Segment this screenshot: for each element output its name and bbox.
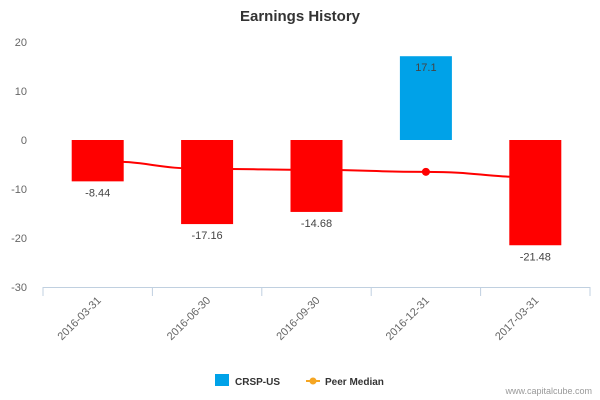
data-labels-group: -8.44 -17.16 -14.68 17.1 -21.48: [85, 62, 551, 263]
bar-2016-09-30: [290, 140, 343, 212]
data-label-2016-09-30: -14.68: [301, 218, 332, 230]
credit-text: www.capitalcube.com: [504, 386, 592, 396]
legend-peer-median-marker: [309, 377, 317, 385]
x-tick-label: 2016-06-30: [165, 295, 213, 343]
bar-2016-12-31: [399, 56, 452, 140]
y-tick-label: 0: [21, 135, 27, 147]
bar-2017-03-31: [509, 140, 562, 246]
legend-crsp-us-swatch: [215, 374, 229, 386]
y-tick-label: -10: [11, 184, 27, 196]
data-label-2016-06-30: -17.16: [191, 230, 222, 242]
y-tick-label: 20: [15, 37, 27, 49]
peer-median-point: [421, 167, 430, 176]
peer-median-line-group: [97, 160, 536, 179]
y-tick-label: 10: [15, 86, 27, 98]
data-label-2017-03-31: -21.48: [520, 251, 551, 263]
bar-2016-06-30: [181, 140, 234, 225]
data-label-2016-03-31: -8.44: [85, 187, 110, 199]
legend: CRSP-US Peer Median: [215, 374, 384, 388]
x-tick-label: 2016-12-31: [384, 295, 432, 343]
x-tick-label: 2016-03-31: [56, 295, 104, 343]
bars-group: [71, 56, 562, 246]
x-tick-label: 2016-09-30: [274, 295, 322, 343]
data-label-2016-12-31: 17.1: [415, 62, 436, 74]
x-axis: 2016-03-31 2016-06-30 2016-09-30 2016-12-31…: [42, 287, 591, 343]
y-tick-label: -20: [11, 233, 27, 245]
y-tick-label: -30: [11, 282, 27, 294]
y-axis-ticks: 20 10 0 -10 -20 -30: [11, 37, 27, 294]
legend-peer-median-label: Peer Median: [325, 377, 384, 388]
legend-crsp-us-label: CRSP-US: [235, 377, 280, 388]
x-tick-label: 2017-03-31: [493, 295, 541, 343]
chart-title: Earnings History: [240, 8, 361, 25]
peer-median-line: [97, 160, 536, 179]
